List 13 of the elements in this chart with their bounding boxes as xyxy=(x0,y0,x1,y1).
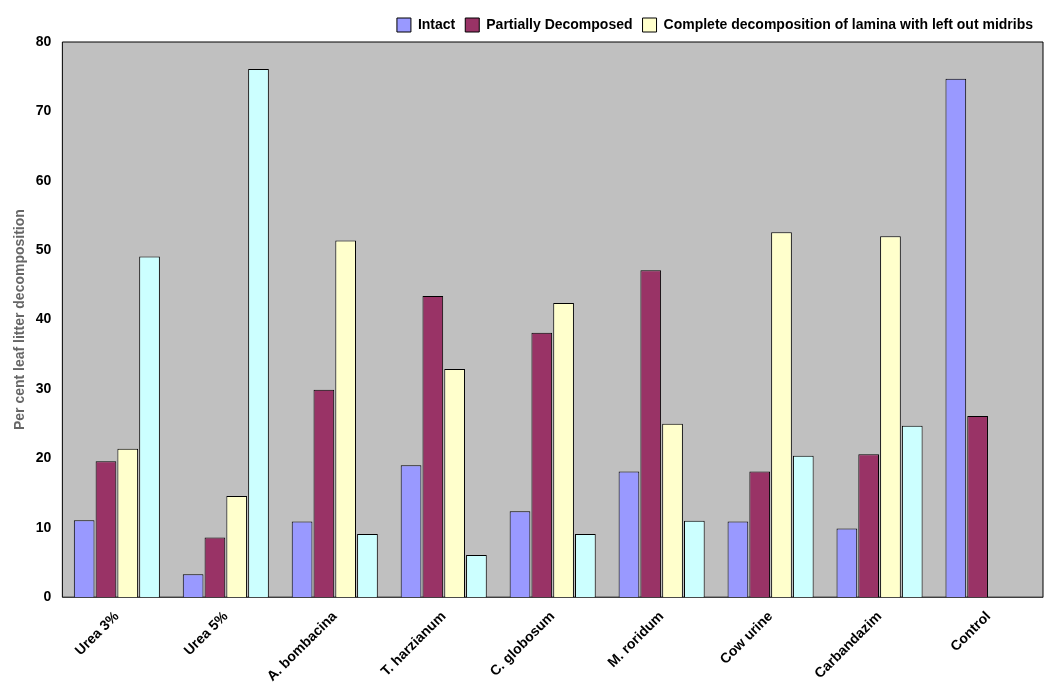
y-tick-label: 50 xyxy=(35,241,52,258)
legend-label: Intact xyxy=(417,15,456,32)
legend-label: Complete decomposition of lamina with left out midribs xyxy=(663,15,1034,32)
y-tick-label: 20 xyxy=(35,449,52,466)
y-tick-label: 40 xyxy=(35,310,52,327)
y-tick-label: 10 xyxy=(35,518,52,535)
legend-label: Partially Decomposed xyxy=(486,15,633,32)
y-axis-title: Per cent leaf litter decomposition xyxy=(11,209,28,431)
y-tick-label: 30 xyxy=(35,379,52,396)
y-tick-label: 80 xyxy=(35,32,52,49)
y-tick-label: 0 xyxy=(43,588,52,605)
y-tick-label: 70 xyxy=(35,102,52,119)
y-tick-label: 60 xyxy=(35,171,52,188)
